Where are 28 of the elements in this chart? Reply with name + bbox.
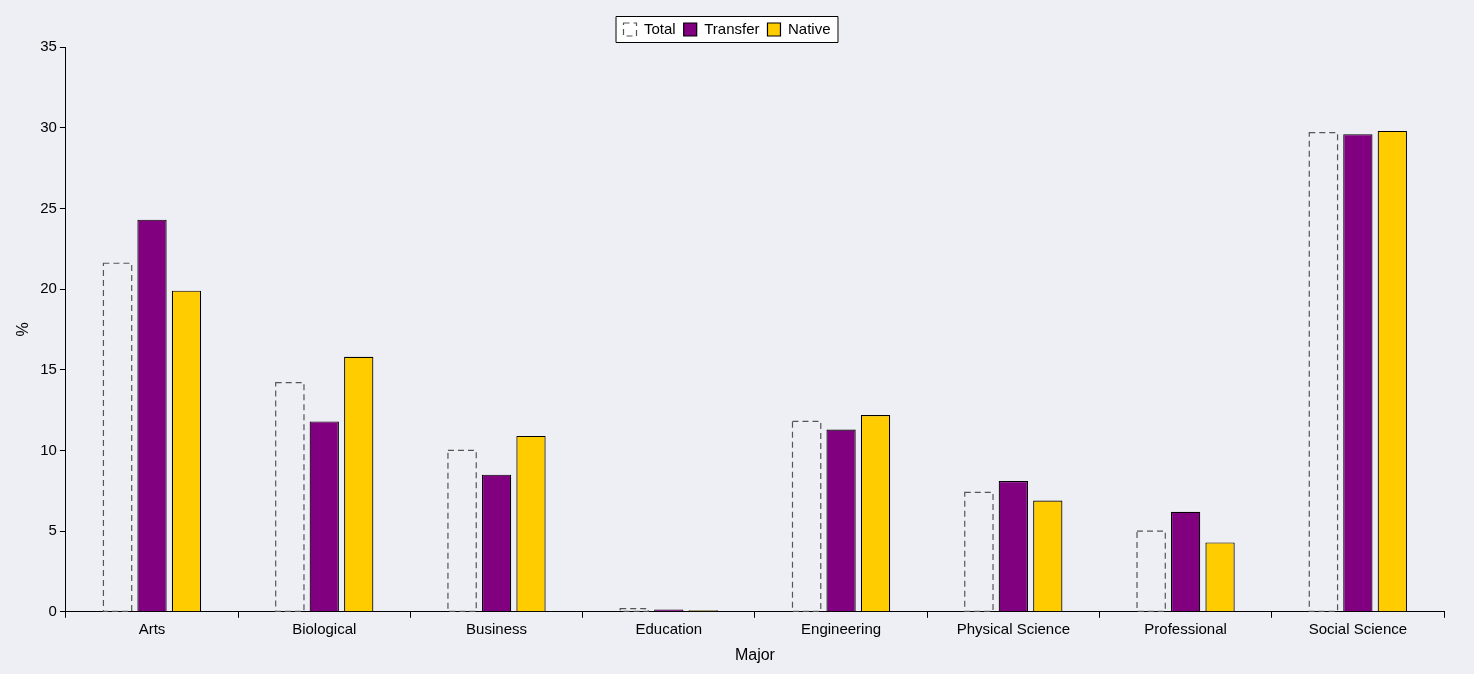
bar <box>791 420 822 612</box>
y-axis-title: % <box>14 322 32 337</box>
x-tick-label: Arts <box>138 619 166 637</box>
bar <box>619 607 650 612</box>
bar <box>964 491 994 612</box>
y-tick-label: 25 <box>40 198 57 216</box>
legend-label: Native <box>787 19 831 37</box>
y-tick-label: 20 <box>40 279 57 297</box>
x-tick-label: Business <box>466 619 527 637</box>
legend-label: Total <box>644 19 676 37</box>
bar <box>275 382 305 612</box>
x-tick-label: Biological <box>292 619 357 637</box>
y-tick-label: 35 <box>40 37 57 55</box>
y-tick-label: 5 <box>48 521 57 539</box>
y-tick-label: 0 <box>48 601 57 619</box>
bar <box>1136 530 1166 612</box>
bar <box>447 449 477 612</box>
x-tick-label: Social Science <box>1308 619 1408 637</box>
x-tick-label: Physical Science <box>956 619 1071 637</box>
legend-label: Transfer <box>704 19 760 37</box>
x-tick-label: Professional <box>1144 619 1227 637</box>
x-axis-title: Major <box>734 645 776 663</box>
x-tick-label: Education <box>635 619 703 637</box>
y-tick-label: 10 <box>40 440 57 458</box>
y-tick-label: 15 <box>40 359 57 377</box>
x-tick-label: Engineering <box>801 619 882 637</box>
bar <box>102 262 133 612</box>
y-tick-label: 30 <box>40 117 57 135</box>
